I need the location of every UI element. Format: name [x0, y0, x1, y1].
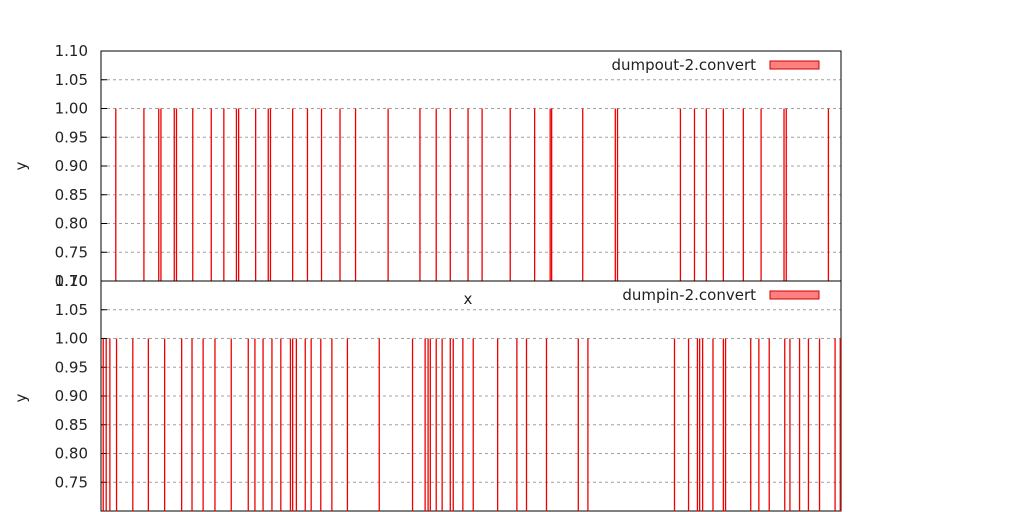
- y-tick-label: 0.75: [55, 243, 88, 261]
- y-tick-label: 1.10: [55, 42, 88, 60]
- y-tick-label: 0.95: [55, 358, 88, 376]
- legend-swatch: [769, 290, 820, 300]
- legend-label: dumpin-2.convert: [622, 286, 756, 304]
- y-tick-label: 0.90: [55, 157, 88, 175]
- y-tick-label: 0.90: [55, 387, 88, 405]
- y-tick-label: 0.80: [55, 215, 88, 233]
- y-tick-label: 1.00: [55, 330, 88, 348]
- y-tick-label: 0.70: [55, 272, 88, 290]
- chart-panel-1: 0.70 0.75 0.80 0.85 0.90 0.95 1.00 1.05 1.10 x y du…: [12, 42, 842, 308]
- plot-border: [100, 280, 842, 512]
- legend-swatch: [769, 60, 820, 70]
- y-tick-label: 0.95: [55, 128, 88, 146]
- x-axis-label: x: [464, 290, 473, 308]
- chart-panel-2: 0.75 0.80 0.85 0.90 0.95 1.00 1.05 1.10 y dumpin-…: [12, 272, 842, 512]
- y-tick-label: 1.05: [55, 301, 88, 319]
- y-tick-label: 0.85: [55, 416, 88, 434]
- y-axis-label: y: [12, 161, 30, 170]
- y-tick-label: 1.10: [55, 272, 88, 290]
- y-tick-label: 1.05: [55, 71, 88, 89]
- y-tick-label: 0.85: [55, 186, 88, 204]
- y-tick-label: 1.00: [55, 100, 88, 118]
- legend-label: dumpout-2.convert: [611, 56, 756, 74]
- y-tick-label: 0.80: [55, 445, 88, 463]
- y-tick-label: 0.75: [55, 473, 88, 491]
- y-axis-label: y: [12, 393, 30, 402]
